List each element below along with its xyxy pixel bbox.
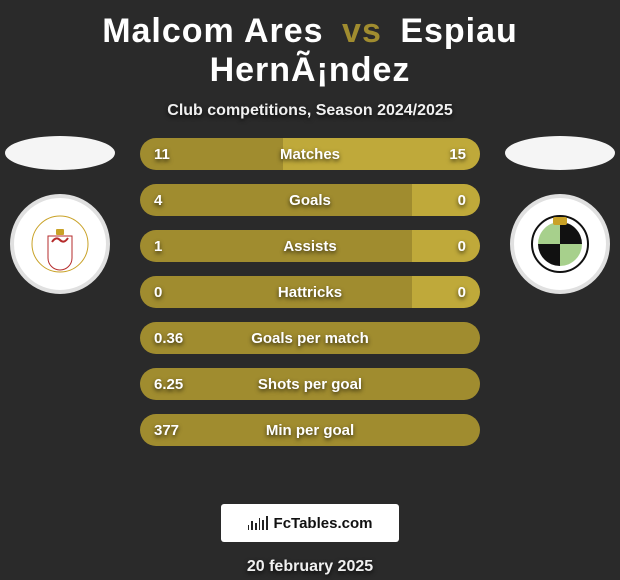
bar-right: [412, 276, 480, 308]
left-side: [0, 138, 120, 294]
right-side: [500, 138, 620, 294]
bar-left: [140, 230, 412, 262]
stat-value-right: 0: [458, 276, 466, 308]
stat-value-left: 1: [154, 230, 162, 262]
vs-label: vs: [342, 12, 382, 50]
left-ellipse: [5, 136, 115, 170]
brand-badge: FcTables.com: [221, 504, 399, 542]
stat-value-left: 11: [154, 138, 170, 170]
bar-left: [140, 414, 480, 446]
player1-name: Malcom Ares: [102, 12, 323, 50]
stat-row: Goals40: [140, 184, 480, 216]
right-ellipse: [505, 136, 615, 170]
subtitle: Club competitions, Season 2024/2025: [0, 102, 620, 120]
bar-left: [140, 368, 480, 400]
stat-row: Hattricks00: [140, 276, 480, 308]
bar-left: [140, 276, 412, 308]
bar-chart-icon: [248, 516, 268, 530]
stat-row: Goals per match0.36: [140, 322, 480, 354]
stat-value-left: 0.36: [154, 322, 183, 354]
bar-left: [140, 322, 480, 354]
stat-value-left: 0: [154, 276, 162, 308]
bar-right: [412, 230, 480, 262]
stat-value-left: 6.25: [154, 368, 183, 400]
stat-row: Shots per goal6.25: [140, 368, 480, 400]
stat-value-left: 377: [154, 414, 179, 446]
bar-right: [412, 184, 480, 216]
headline: Malcom Ares vs Espiau HernÃ¡ndez: [0, 12, 620, 90]
right-crest: [510, 194, 610, 294]
stat-row: Matches1115: [140, 138, 480, 170]
footer-date: 20 february 2025: [0, 558, 620, 576]
stat-row: Assists10: [140, 230, 480, 262]
stat-row: Min per goal377: [140, 414, 480, 446]
stat-value-right: 15: [449, 138, 466, 170]
bar-left: [140, 184, 412, 216]
comparison-stage: Matches1115Goals40Assists10Hattricks00Go…: [0, 138, 620, 498]
stat-value-left: 4: [154, 184, 162, 216]
stat-value-right: 0: [458, 184, 466, 216]
stat-rows: Matches1115Goals40Assists10Hattricks00Go…: [140, 138, 480, 446]
left-crest: [10, 194, 110, 294]
stat-value-right: 0: [458, 230, 466, 262]
brand-text: FcTables.com: [274, 515, 373, 532]
